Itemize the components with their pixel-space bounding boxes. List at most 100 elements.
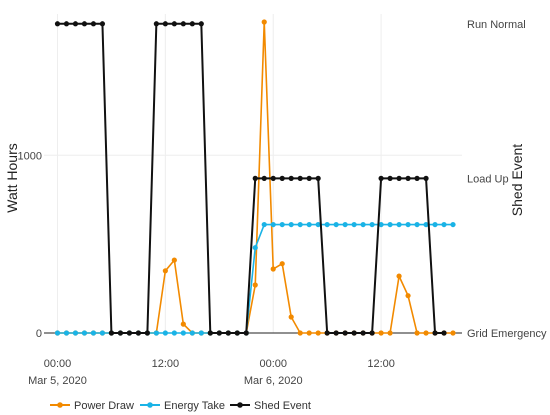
data-point[interactable] <box>351 330 357 336</box>
data-point[interactable] <box>189 330 195 336</box>
data-point[interactable] <box>99 21 106 27</box>
data-point[interactable] <box>279 175 285 181</box>
data-point[interactable] <box>414 221 420 228</box>
data-point[interactable] <box>360 330 366 336</box>
data-point[interactable] <box>288 314 294 320</box>
data-point[interactable] <box>279 261 285 267</box>
data-point[interactable] <box>378 330 384 336</box>
data-point[interactable] <box>324 330 330 336</box>
data-point[interactable] <box>360 221 366 228</box>
data-point[interactable] <box>432 330 438 336</box>
legend-item-energy-take[interactable]: Energy Take <box>140 400 225 412</box>
data-point[interactable] <box>333 221 339 228</box>
data-point[interactable] <box>378 175 384 181</box>
data-point[interactable] <box>450 221 456 228</box>
data-point[interactable] <box>90 21 97 27</box>
data-point[interactable] <box>369 330 375 336</box>
data-point[interactable] <box>72 21 79 27</box>
data-point[interactable] <box>81 21 88 27</box>
data-point[interactable] <box>81 330 88 336</box>
data-point[interactable] <box>405 175 411 181</box>
data-point[interactable] <box>333 330 339 336</box>
data-point[interactable] <box>423 330 429 336</box>
legend-item-shed-event[interactable]: Shed Event <box>230 400 311 412</box>
data-point[interactable] <box>252 175 258 181</box>
data-point[interactable] <box>99 330 106 336</box>
legend[interactable]: Power Draw Energy Take Shed Event <box>50 400 311 412</box>
data-point[interactable] <box>189 21 195 27</box>
data-point[interactable] <box>306 175 312 181</box>
data-point[interactable] <box>117 330 124 336</box>
data-point[interactable] <box>180 21 186 27</box>
data-point[interactable] <box>288 221 294 228</box>
data-point[interactable] <box>153 330 159 336</box>
data-point[interactable] <box>144 330 150 336</box>
data-point[interactable] <box>243 330 249 336</box>
data-point[interactable] <box>225 330 231 336</box>
data-point[interactable] <box>270 221 276 228</box>
data-point[interactable] <box>369 221 375 228</box>
data-point[interactable] <box>171 257 177 263</box>
data-point[interactable] <box>315 330 321 336</box>
data-point[interactable] <box>252 282 258 288</box>
data-point[interactable] <box>414 175 420 181</box>
data-point[interactable] <box>90 330 97 336</box>
data-point[interactable] <box>63 330 70 336</box>
data-point[interactable] <box>387 221 393 228</box>
data-point[interactable] <box>54 330 61 336</box>
data-point[interactable] <box>423 221 429 228</box>
data-point[interactable] <box>306 330 312 336</box>
data-point[interactable] <box>198 21 204 27</box>
data-point[interactable] <box>387 175 393 181</box>
data-point[interactable] <box>378 221 384 228</box>
data-point[interactable] <box>261 221 267 228</box>
data-point[interactable] <box>297 221 303 228</box>
data-point[interactable] <box>396 221 402 228</box>
data-point[interactable] <box>63 21 70 27</box>
data-point[interactable] <box>180 321 186 327</box>
data-point[interactable] <box>108 330 115 336</box>
data-point[interactable] <box>387 330 393 336</box>
data-point[interactable] <box>171 330 177 336</box>
data-point[interactable] <box>72 330 79 336</box>
data-point[interactable] <box>315 221 321 228</box>
data-point[interactable] <box>423 175 429 181</box>
data-point[interactable] <box>270 175 276 181</box>
data-point[interactable] <box>441 221 447 228</box>
data-point[interactable] <box>261 175 267 181</box>
data-point[interactable] <box>234 330 240 336</box>
data-point[interactable] <box>396 175 402 181</box>
data-point[interactable] <box>297 330 303 336</box>
data-point[interactable] <box>315 175 321 181</box>
data-point[interactable] <box>342 221 348 228</box>
data-point[interactable] <box>198 330 204 336</box>
data-point[interactable] <box>54 21 61 27</box>
data-point[interactable] <box>180 330 186 336</box>
data-point[interactable] <box>324 221 330 228</box>
data-point[interactable] <box>297 175 303 181</box>
data-point[interactable] <box>405 221 411 228</box>
data-point[interactable] <box>162 330 168 336</box>
data-point[interactable] <box>441 330 447 336</box>
data-point[interactable] <box>207 330 213 336</box>
data-point[interactable] <box>306 221 312 228</box>
data-point[interactable] <box>396 273 402 279</box>
data-point[interactable] <box>126 330 132 336</box>
data-point[interactable] <box>414 330 420 336</box>
data-point[interactable] <box>216 330 222 336</box>
data-point[interactable] <box>450 330 456 336</box>
data-point[interactable] <box>252 245 258 251</box>
data-point[interactable] <box>279 221 285 228</box>
data-point[interactable] <box>342 330 348 336</box>
data-point[interactable] <box>351 221 357 228</box>
data-point[interactable] <box>261 19 267 25</box>
data-point[interactable] <box>135 330 141 336</box>
data-point[interactable] <box>153 21 159 27</box>
legend-item-power-draw[interactable]: Power Draw <box>50 400 134 412</box>
data-point[interactable] <box>162 268 168 274</box>
data-point[interactable] <box>405 293 411 299</box>
data-point[interactable] <box>432 221 438 228</box>
data-point[interactable] <box>171 21 177 27</box>
data-point[interactable] <box>288 175 294 181</box>
data-point[interactable] <box>162 21 168 27</box>
